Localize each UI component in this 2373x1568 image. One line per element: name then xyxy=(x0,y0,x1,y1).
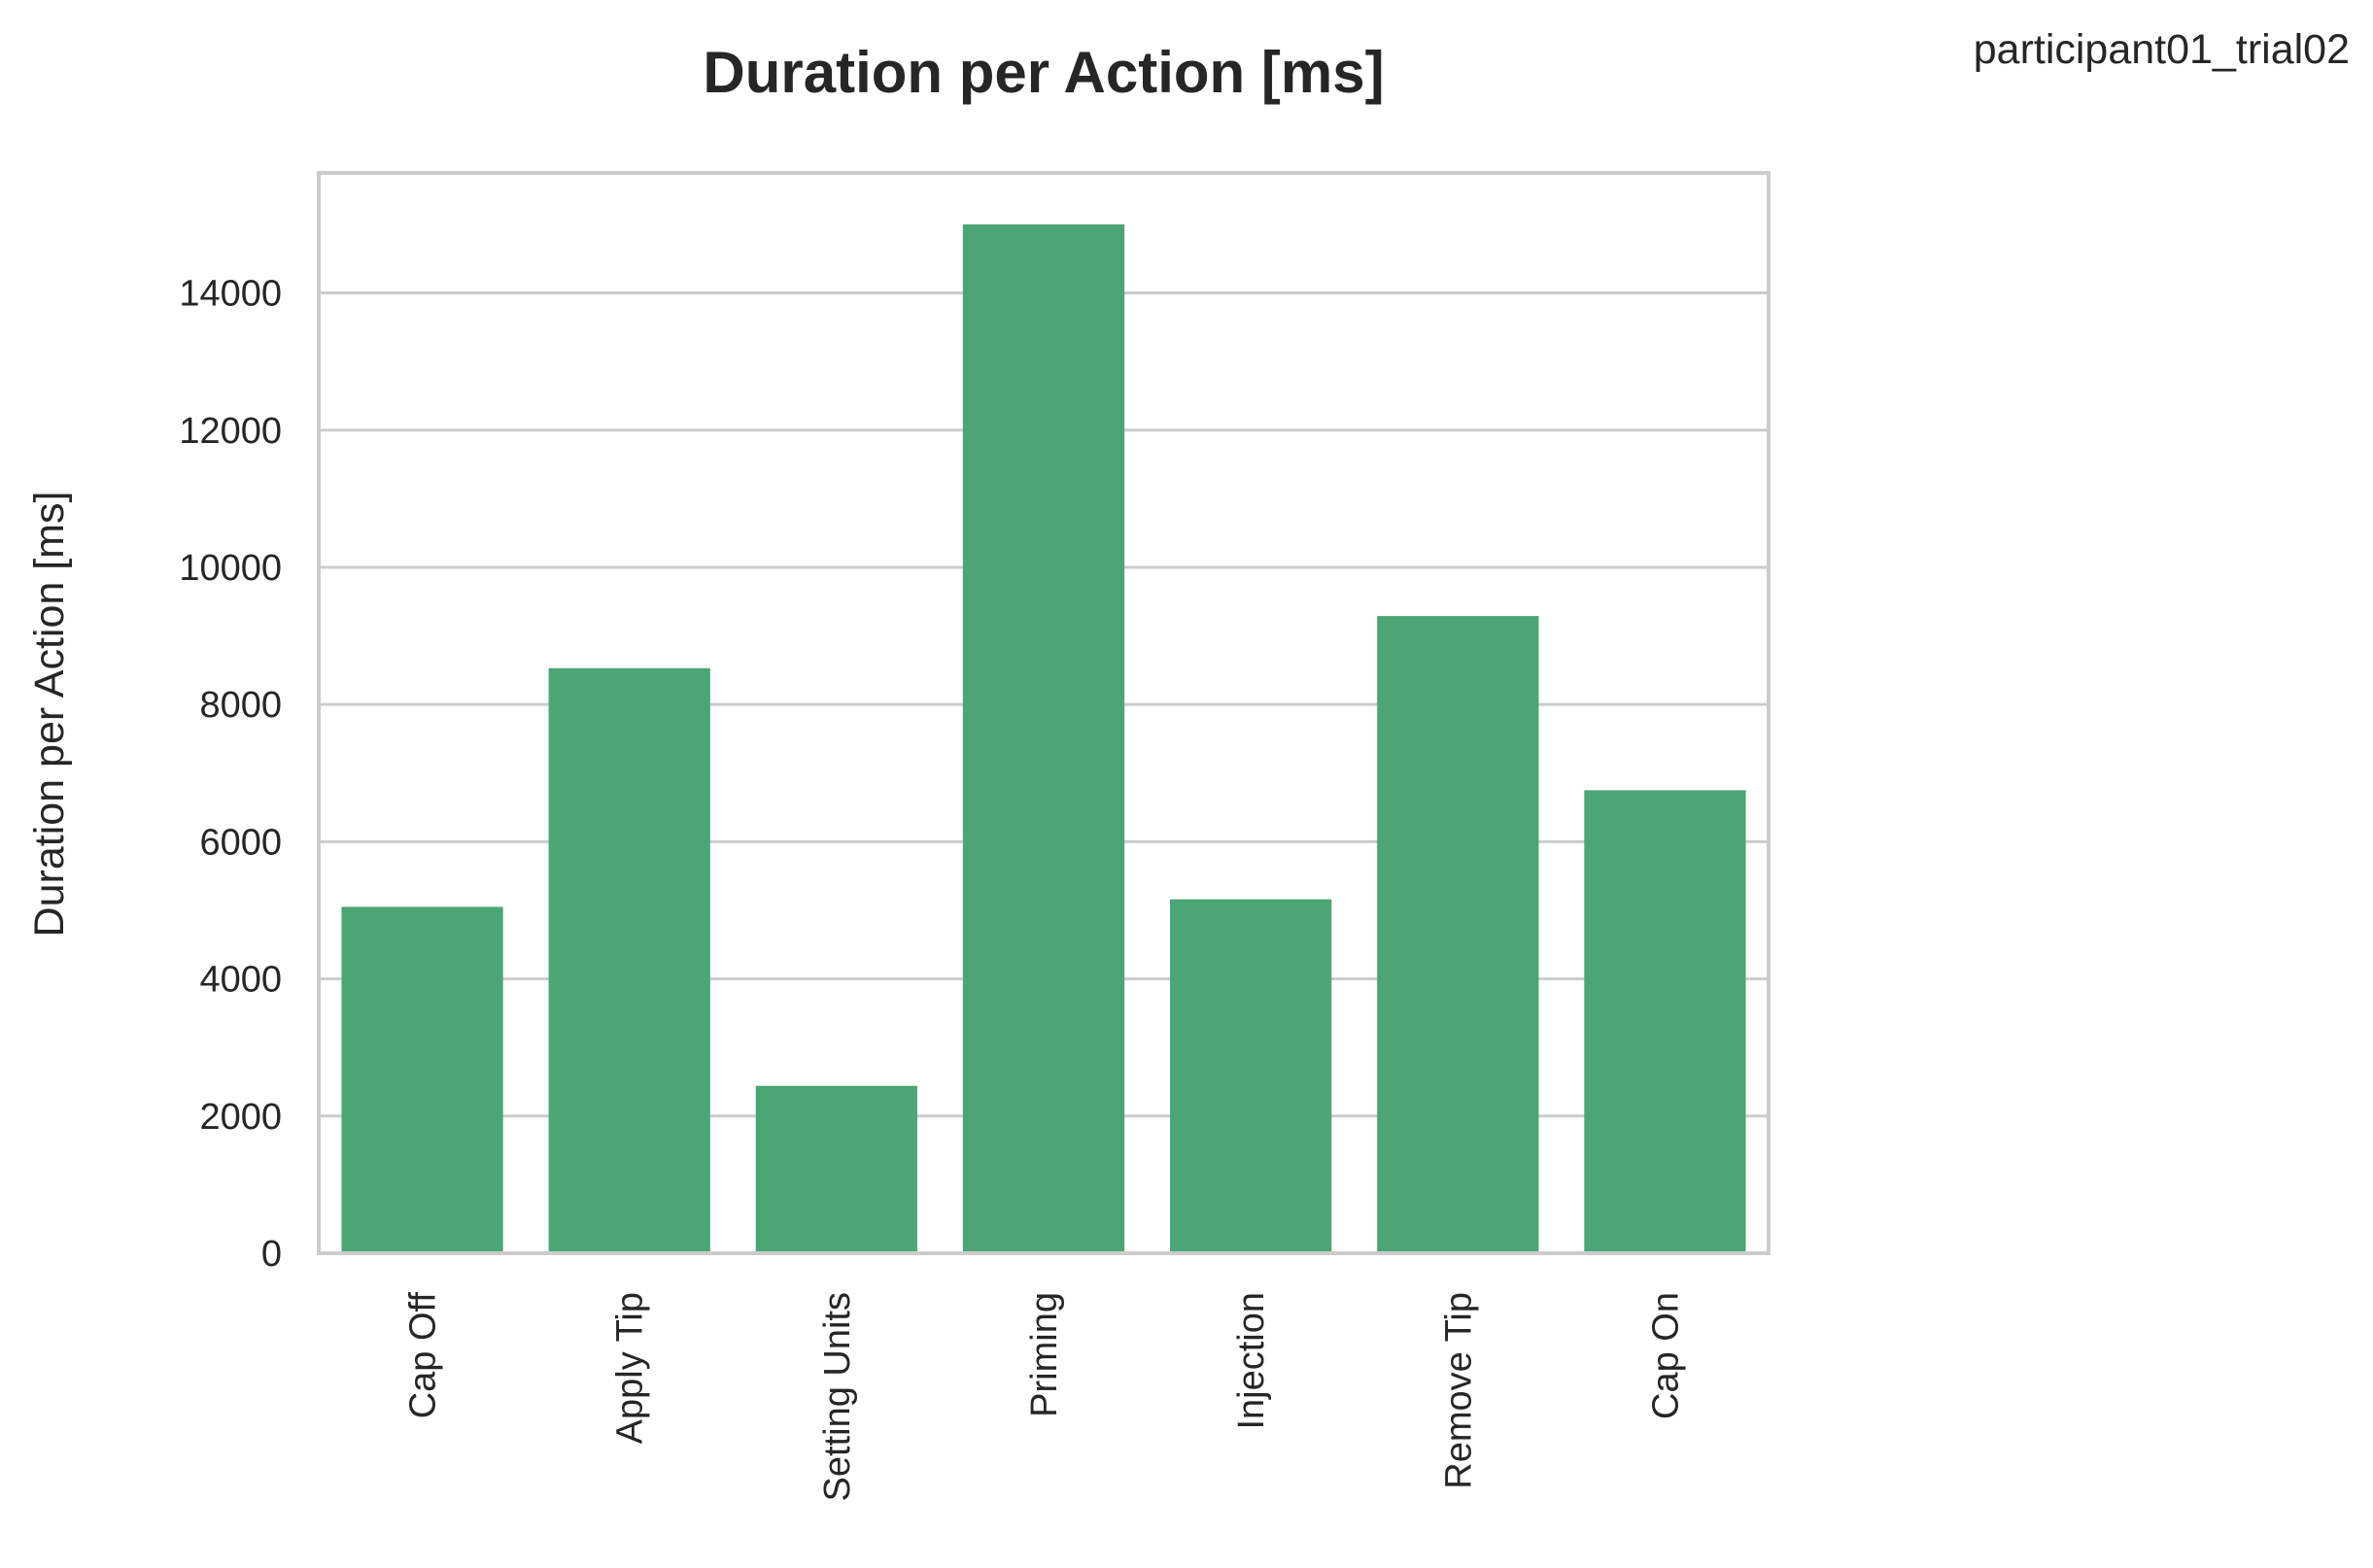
chart-title: Duration per Action [ms] xyxy=(703,40,1384,105)
bar-remove-tip xyxy=(1377,616,1539,1253)
bar-injection xyxy=(1170,899,1332,1253)
y-tick-label: 14000 xyxy=(179,274,282,315)
x-tick-label: Apply Tip xyxy=(610,1292,651,1444)
bar-cap-on xyxy=(1584,790,1746,1253)
bar-apply-tip xyxy=(548,667,710,1253)
y-tick-label: 2000 xyxy=(199,1097,282,1138)
x-tick-label: Priming xyxy=(1024,1292,1065,1417)
x-tick-labels: Cap Off Apply Tip Setting Units Priming Inje… xyxy=(403,1292,1687,1502)
x-tick-label: Cap Off xyxy=(403,1292,444,1419)
y-tick-label: 4000 xyxy=(199,960,282,1001)
x-tick-label: Cap On xyxy=(1645,1292,1686,1419)
y-tick-label: 6000 xyxy=(199,822,282,863)
bar-priming xyxy=(962,223,1125,1253)
bar-setting-units xyxy=(755,1085,917,1253)
x-tick-label: Injection xyxy=(1231,1292,1272,1430)
trial-label: participant01_trial02 xyxy=(1974,26,2350,73)
y-tick-label: 10000 xyxy=(179,548,282,589)
plot-frame xyxy=(317,171,1771,1255)
x-tick-label: Remove Tip xyxy=(1438,1292,1479,1489)
bars xyxy=(341,223,1746,1253)
bar-cap-off xyxy=(341,906,503,1253)
x-tick-label: Setting Units xyxy=(817,1292,858,1501)
y-axis-label: Duration per Action [ms] xyxy=(26,492,73,937)
y-tick-label: 0 xyxy=(261,1234,282,1275)
y-tick-label: 12000 xyxy=(179,411,282,452)
y-tick-label: 8000 xyxy=(199,685,282,726)
y-tick-labels: 0 2000 4000 6000 8000 10000 12000 14000 xyxy=(179,274,282,1275)
